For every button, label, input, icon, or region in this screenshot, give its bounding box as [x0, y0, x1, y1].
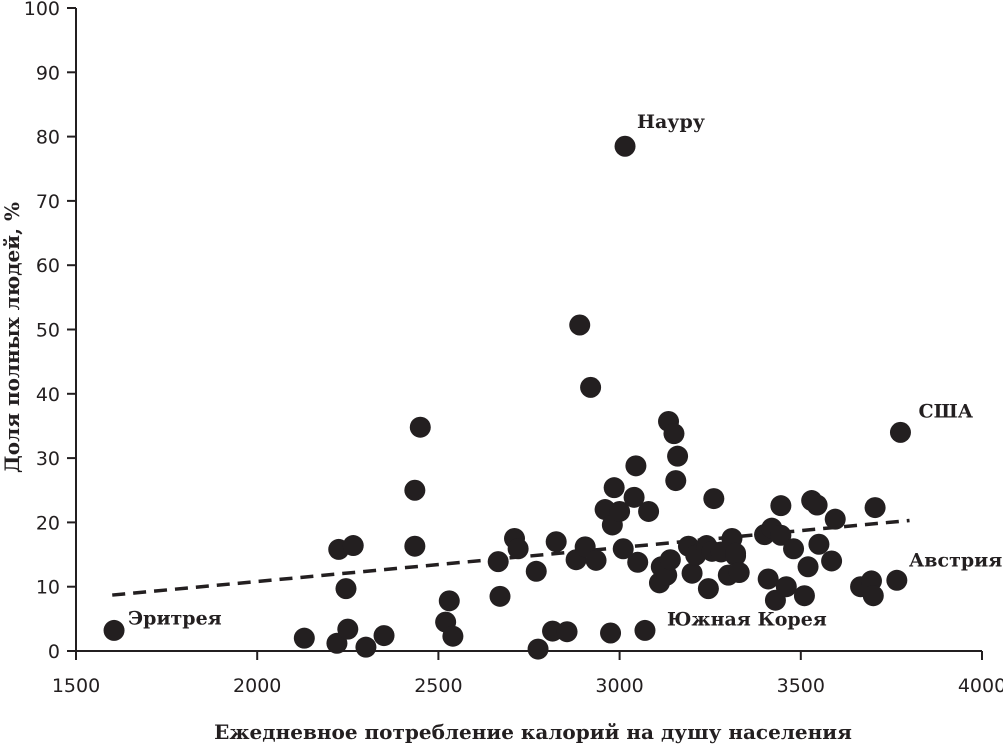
- data-point: [609, 500, 631, 522]
- data-point: [623, 486, 645, 508]
- data-point: [663, 423, 685, 445]
- data-point: [806, 494, 828, 516]
- data-point: [703, 488, 725, 510]
- y-tick-label: 30: [36, 448, 60, 470]
- x-axis-ticks: 1500 2000 2500 3000 3500 4000: [52, 651, 1003, 697]
- data-point: [525, 560, 547, 582]
- data-points: [103, 135, 911, 660]
- data-point: [556, 621, 578, 643]
- data-point: [355, 636, 377, 658]
- data-point: [889, 421, 911, 443]
- y-tick-label: 100: [24, 0, 60, 20]
- data-point: [757, 568, 779, 590]
- data-point: [326, 632, 348, 654]
- data-point: [797, 556, 819, 578]
- data-point: [665, 470, 687, 492]
- data-point: [681, 562, 703, 584]
- y-tick-label: 50: [36, 320, 60, 342]
- data-point: [487, 551, 509, 573]
- data-point: [725, 542, 747, 564]
- data-point: [335, 578, 357, 600]
- data-point: [612, 538, 634, 560]
- data-point: [614, 135, 636, 157]
- data-point: [603, 477, 625, 499]
- data-point: [585, 549, 607, 571]
- x-tick-label: 2000: [233, 675, 281, 697]
- data-point: [569, 314, 591, 336]
- y-axis-title: Доля полных людей, %: [0, 202, 24, 473]
- data-point: [337, 618, 359, 640]
- data-point: [600, 622, 622, 644]
- y-tick-label: 80: [36, 127, 60, 149]
- data-point: [580, 376, 602, 398]
- data-point: [103, 619, 125, 641]
- data-point: [625, 455, 647, 477]
- data-point: [293, 627, 315, 649]
- data-point: [821, 550, 843, 572]
- x-tick-label: 3000: [595, 675, 643, 697]
- data-point: [634, 619, 656, 641]
- y-tick-label: 60: [36, 255, 60, 277]
- data-point: [770, 524, 792, 546]
- y-tick-label: 90: [36, 62, 60, 84]
- data-point: [342, 535, 364, 557]
- data-point: [507, 538, 529, 560]
- data-point: [783, 538, 805, 560]
- data-point: [864, 497, 886, 519]
- data-point: [438, 590, 460, 612]
- x-tick-label: 1500: [52, 675, 100, 697]
- data-point: [862, 585, 884, 607]
- data-point: [527, 638, 549, 660]
- data-point: [404, 479, 426, 501]
- data-point: [442, 625, 464, 647]
- data-point: [659, 549, 681, 571]
- data-point: [409, 416, 431, 438]
- y-tick-label: 10: [36, 577, 60, 599]
- data-point: [638, 500, 660, 522]
- trend-line: [112, 518, 910, 597]
- point-annotation: США: [918, 400, 973, 422]
- point-annotation: Науру: [637, 111, 705, 133]
- data-point: [545, 531, 567, 553]
- data-point: [824, 508, 846, 530]
- plot-area: 1500 2000 2500 3000 3500 4000 0 10 20 30 40 50 60 70…: [24, 0, 1003, 697]
- x-tick-label: 3500: [777, 675, 825, 697]
- y-axis-ticks: 0 10 20 30 40 50 60 70 80 90 100: [24, 0, 76, 663]
- x-tick-label: 2500: [414, 675, 462, 697]
- y-tick-label: 0: [48, 641, 60, 663]
- point-annotations: Науру США Австрия Эритрея Южная Корея: [128, 111, 1002, 630]
- data-point: [404, 535, 426, 557]
- y-tick-label: 40: [36, 384, 60, 406]
- y-tick-label: 20: [36, 512, 60, 534]
- data-point: [770, 495, 792, 517]
- data-point: [489, 585, 511, 607]
- data-point: [793, 585, 815, 607]
- data-point: [886, 569, 908, 591]
- data-point: [775, 576, 797, 598]
- data-point: [728, 562, 750, 584]
- y-tick-label: 70: [36, 191, 60, 213]
- x-axis-title: Ежедневное потребление калорий на душу н…: [214, 720, 852, 744]
- data-point: [808, 533, 830, 555]
- point-annotation: Южная Корея: [667, 608, 827, 630]
- data-point: [373, 625, 395, 647]
- data-point: [627, 551, 649, 573]
- point-annotation: Австрия: [909, 549, 1002, 571]
- data-point: [667, 445, 689, 467]
- point-annotation: Эритрея: [128, 607, 222, 629]
- x-tick-label: 4000: [958, 675, 1003, 697]
- data-point: [697, 578, 719, 600]
